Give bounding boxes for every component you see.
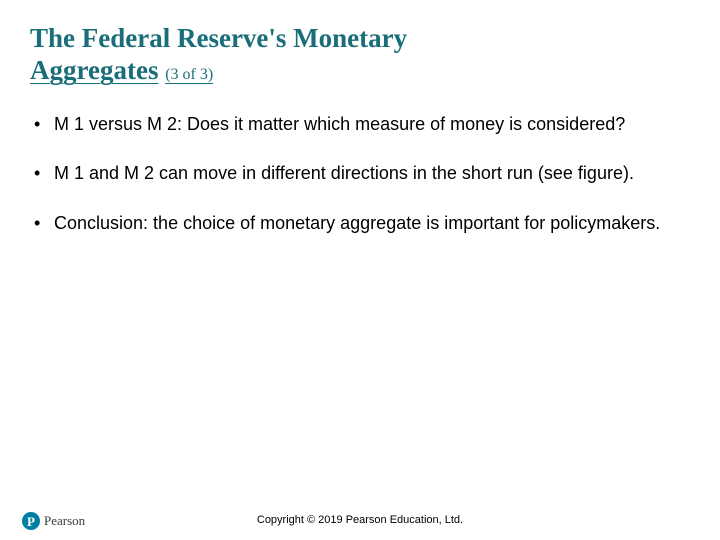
bullet-item: M 1 versus M 2: Does it matter which mea… <box>34 113 690 136</box>
title-line-2-sub: (3 of 3) <box>165 66 213 83</box>
bullet-item: M 1 and M 2 can move in different direct… <box>34 162 690 185</box>
copyright-text: Copyright © 2019 Pearson Education, Ltd. <box>257 514 463 526</box>
slide-container: The Federal Reserve's Monetary Aggregate… <box>0 0 720 540</box>
title-line-1: The Federal Reserve's Monetary <box>30 23 407 53</box>
bullet-text: Conclusion: the choice of monetary aggre… <box>54 213 660 233</box>
bullet-text: M 1 versus M 2: Does it matter which mea… <box>54 114 625 134</box>
slide-title: The Federal Reserve's Monetary Aggregate… <box>30 22 690 87</box>
bullet-text: M 1 and M 2 can move in different direct… <box>54 163 634 183</box>
title-line-2-main: Aggregates <box>30 55 158 85</box>
copyright-footer: Copyright © 2019 Pearson Education, Ltd. <box>0 514 720 526</box>
bullet-item: Conclusion: the choice of monetary aggre… <box>34 212 690 235</box>
bullet-list: M 1 versus M 2: Does it matter which mea… <box>30 113 690 235</box>
